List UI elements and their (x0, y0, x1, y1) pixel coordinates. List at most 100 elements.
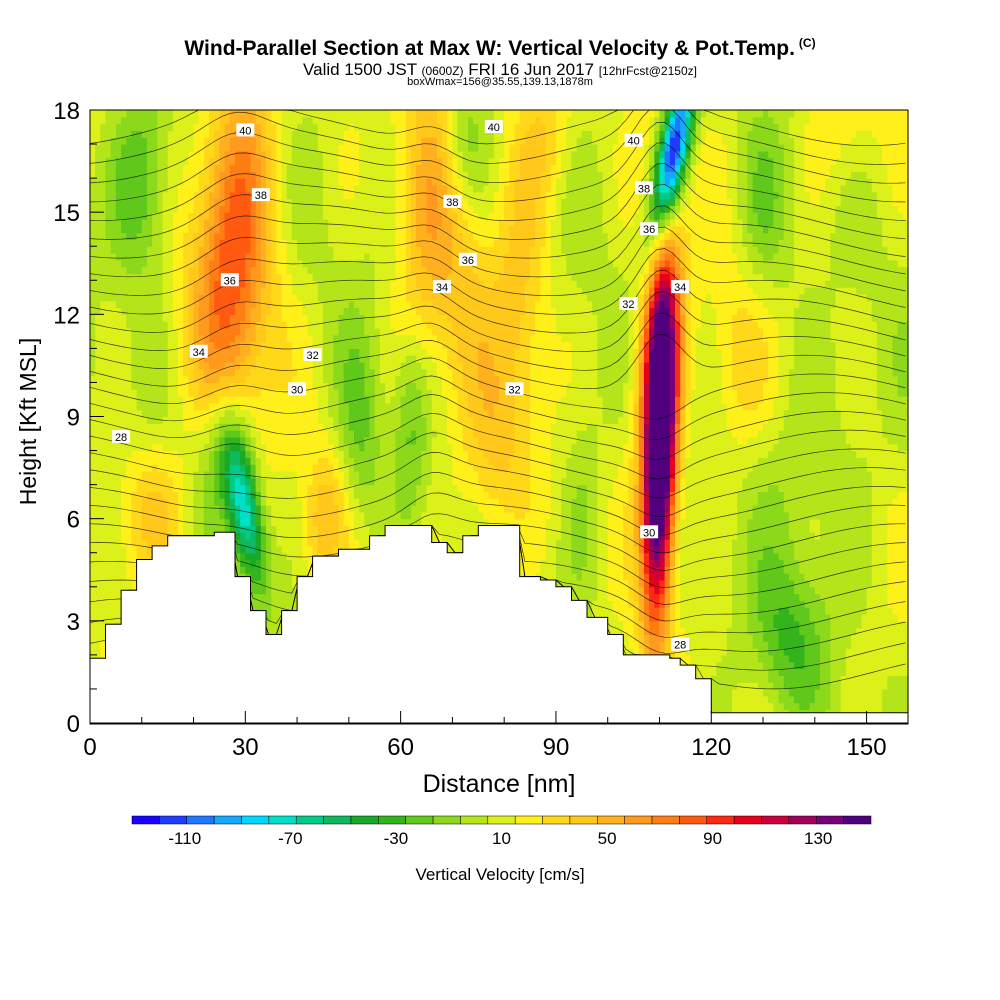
contour-label: 40 (627, 136, 639, 148)
theta-contour-line (89, 109, 906, 165)
theta-contour-line (89, 163, 906, 240)
contour-label-bg (619, 297, 638, 311)
colorbar-swatch (816, 815, 844, 825)
contour-label: 36 (643, 224, 655, 236)
contour-label: 38 (255, 190, 267, 202)
colorbar-swatch (268, 815, 297, 825)
contour-label: 38 (638, 183, 650, 195)
y-tick-label: 12 (53, 302, 80, 329)
theta-contour-line (89, 205, 906, 278)
theta-contour-line (89, 432, 906, 499)
colorbar-swatch (405, 815, 434, 825)
colorbar-swatch (733, 815, 762, 825)
x-tick-label: 60 (387, 734, 414, 761)
contour-label-bg (220, 273, 239, 287)
x-tick-label: 90 (543, 734, 570, 761)
contour-label-bg (443, 194, 462, 208)
theta-contour-line (89, 269, 906, 334)
chart-title-text: Wind-Parallel Section at Max W: Vertical… (184, 37, 795, 60)
contour-label: 32 (508, 384, 520, 396)
contour-labels: 40 38 36 34 28 40 38 36 34 32 30 32 40 38 36 32 34 30 28 (112, 120, 690, 652)
contour-label-bg (634, 181, 653, 195)
colorbar-tick-label: 130 (804, 829, 832, 848)
contour-label: 36 (462, 255, 474, 267)
contour-label-bg (251, 188, 270, 202)
colorbar-tick-label: 90 (703, 829, 722, 848)
contour-label-bg (236, 123, 255, 137)
chart-subtitle-box: boxWmax=156@35.55,139.13,1878m (407, 76, 593, 88)
colorbar-swatch (460, 815, 489, 825)
colorbar-tick-label: 50 (598, 829, 617, 848)
colorbar-swatch (378, 815, 406, 825)
x-tick-label: 30 (232, 734, 259, 761)
colorbar-tick-label: 10 (492, 829, 511, 848)
contour-label-bg (505, 382, 524, 396)
theta-contour-line (89, 226, 906, 296)
colorbar-swatch (679, 815, 708, 825)
y-tick-label: 0 (67, 711, 80, 738)
contour-label-bg (640, 222, 659, 236)
colorbar-swatch (323, 815, 352, 825)
colorbar-tick-label: -70 (278, 829, 303, 848)
colorbar-swatch (131, 815, 160, 825)
colorbar-swatch (651, 815, 680, 825)
y-tick-label: 9 (67, 405, 80, 432)
theta-contour-line (89, 291, 906, 353)
theta-contour-line (89, 109, 906, 184)
theta-contour-line (89, 412, 906, 480)
theta-contour-line (89, 472, 906, 536)
colorbar-swatch (843, 815, 872, 825)
colorbar: -110 -70 -30 10 50 90 130 Vertical Velocity [cm… (131, 815, 872, 884)
contour-label-bg (303, 348, 322, 362)
contour-label: 28 (115, 432, 127, 444)
subtitle-fcst: [12hrFcst@2150z] (598, 64, 697, 78)
chart-title-tag: (C) (798, 36, 816, 50)
y-axis-label: Height [Kft MSL] (15, 338, 41, 505)
colorbar-swatch (295, 815, 324, 825)
contour-label-bg (458, 252, 477, 266)
contour-label: 30 (291, 384, 303, 396)
contour-label-bg (288, 382, 307, 396)
contour-label-bg (671, 637, 690, 651)
contour-label: 36 (224, 275, 236, 287)
contour-label-bg (484, 120, 503, 134)
colorbar-swatch (514, 815, 543, 825)
colorbar-label: Vertical Velocity [cm/s] (415, 865, 584, 884)
contour-label: 40 (488, 122, 500, 134)
subtitle-valid: Valid 1500 JST (303, 60, 417, 79)
contour-label-bg (640, 525, 659, 539)
x-tick-label: 150 (847, 734, 887, 761)
contour-label: 38 (446, 197, 458, 209)
colorbar-swatch (597, 815, 625, 825)
colorbar-swatch (624, 815, 653, 825)
colorbar-swatch (213, 815, 242, 825)
contour-label-bg (671, 280, 690, 294)
y-tick-label: 6 (67, 507, 80, 534)
contour-label-bg (112, 429, 131, 443)
contour-label: 28 (674, 640, 686, 652)
contour-label: 34 (193, 347, 205, 359)
colorbar-tick-label: -30 (384, 829, 409, 848)
theta-contour-line (89, 333, 906, 389)
colorbar-swatch (159, 815, 187, 825)
colorbar-swatch (569, 815, 598, 825)
contour-label: 30 (643, 527, 655, 539)
colorbar-swatch (542, 815, 571, 825)
colorbar-swatch (761, 815, 790, 825)
colorbar-swatch (487, 815, 516, 825)
colorbar-swatch (432, 815, 461, 825)
terrain-mask (89, 525, 909, 725)
x-tick-label: 0 (83, 734, 96, 761)
contour-label-bg (433, 280, 452, 294)
theta-contour-line (89, 492, 906, 554)
x-axis-label: Distance [nm] (423, 770, 576, 798)
subtitle-date: FRI 16 Jun 2017 (468, 60, 594, 79)
theta-contour-line (89, 122, 906, 203)
theta-contour-line (89, 142, 906, 222)
colorbar-swatch (241, 815, 270, 825)
colorbar-swatch (186, 815, 215, 825)
contour-label-bg (189, 344, 208, 358)
y-tick-label: 18 (53, 98, 80, 125)
